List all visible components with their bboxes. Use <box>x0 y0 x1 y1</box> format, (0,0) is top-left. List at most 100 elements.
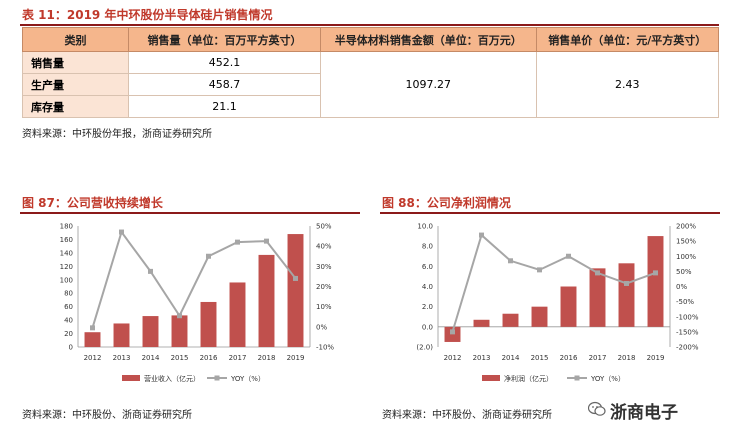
y2-tick-label: 0% <box>316 323 327 331</box>
bar <box>142 316 159 347</box>
unit-price-cell: 2.43 <box>535 51 720 118</box>
x-tick-label: 2015 <box>171 354 189 362</box>
y2-tick-label: 100% <box>676 253 696 261</box>
yoy-point <box>566 253 571 259</box>
x-tick-label: 2019 <box>287 354 305 362</box>
y2-tick-label: 150% <box>676 238 696 246</box>
chart-87-source: 资料来源：中环股份、浙商证券研究所 <box>22 410 192 421</box>
bar <box>258 254 275 347</box>
legend-line-marker <box>574 375 580 381</box>
row-value: 452.1 <box>128 51 321 74</box>
yoy-point <box>508 258 513 264</box>
y2-tick-label: 20% <box>316 283 332 291</box>
yoy-point <box>177 313 182 319</box>
row-label: 生产量 <box>22 73 129 96</box>
y-tick-label: 160 <box>60 236 73 244</box>
chart-87-title: 图 87：公司营收持续增长 <box>22 196 163 210</box>
x-tick-label: 2016 <box>560 354 578 362</box>
legend-bar-swatch <box>482 375 500 381</box>
sales-amount-cell: 1097.27 <box>320 51 537 118</box>
y2-tick-label: 10% <box>316 303 332 311</box>
chart-87-divider <box>20 212 360 214</box>
bar <box>560 286 577 327</box>
y-tick-label: 100 <box>60 276 73 284</box>
y2-tick-label: 200% <box>676 223 696 231</box>
yoy-point <box>119 229 124 235</box>
chart-88-divider <box>380 212 720 214</box>
bar <box>229 282 246 347</box>
bar <box>84 332 101 347</box>
y2-tick-label: -200% <box>676 344 699 352</box>
x-tick-label: 2018 <box>618 354 636 362</box>
y2-tick-label: 30% <box>316 263 332 271</box>
y-tick-label: 120 <box>60 263 73 271</box>
yoy-point <box>653 270 658 276</box>
x-tick-label: 2018 <box>258 354 276 362</box>
watermark: 浙商电子 <box>610 403 678 423</box>
yoy-line <box>451 233 656 333</box>
chart-88-source: 资料来源：中环股份、浙商证券研究所 <box>382 410 552 421</box>
bar <box>647 236 664 327</box>
y2-tick-label: -50% <box>676 298 694 306</box>
y2-tick-label: 0% <box>676 283 687 291</box>
y-tick-label: 8.0 <box>422 243 433 251</box>
bar <box>473 319 490 327</box>
table-title: 表 11：2019 年中环股份半导体硅片销售情况 <box>22 8 273 22</box>
header-category: 类别 <box>22 27 129 52</box>
yoy-point <box>264 238 269 244</box>
yoy-point <box>148 268 153 274</box>
x-tick-label: 2014 <box>502 354 520 362</box>
x-tick-label: 2013 <box>113 354 131 362</box>
bar <box>113 323 130 347</box>
yoy-point <box>235 239 240 245</box>
yoy-line <box>91 229 297 329</box>
bar <box>589 268 606 327</box>
row-value: 21.1 <box>128 95 321 118</box>
legend-line-label: YOY（%） <box>230 375 265 383</box>
yoy-point <box>624 280 629 286</box>
y2-tick-label: -10% <box>316 344 334 352</box>
chart-88-title: 图 88：公司净利润情况 <box>382 196 511 210</box>
header-sales-amount: 半导体材料销售金额（单位：百万元） <box>320 27 537 52</box>
y-tick-label: 0 <box>69 344 73 352</box>
legend-line-marker <box>214 375 220 381</box>
legend-bar-swatch <box>122 375 140 381</box>
y-tick-label: 80 <box>64 290 73 298</box>
y-tick-label: 2.0 <box>422 303 433 311</box>
sales-table: 类别 销售量（单位：百万平方英寸） 半导体材料销售金额（单位：百万元） 销售单价… <box>22 27 720 118</box>
y2-tick-label: 50% <box>316 223 332 231</box>
y-tick-label: 180 <box>60 223 73 231</box>
y2-tick-label: 50% <box>676 268 692 276</box>
row-value: 458.7 <box>128 73 321 96</box>
table-row: 销售量 452.1 1097.27 2.43 <box>22 51 720 118</box>
x-tick-label: 2014 <box>142 354 160 362</box>
yoy-point <box>293 275 298 281</box>
legend-bar-label: 营业收入（亿元） <box>144 374 200 383</box>
row-label: 库存量 <box>22 95 129 118</box>
revenue-chart: 0 20 40 60 80 100 120 140 160 180 -10% 0% 10% 20% 30% 4… <box>60 223 335 384</box>
x-tick-label: 2017 <box>229 354 247 362</box>
y-tick-label: 40 <box>64 317 73 325</box>
legend-line-label: YOY（%） <box>590 375 625 383</box>
header-sales-volume: 销售量（单位：百万平方英寸） <box>128 27 321 52</box>
y2-tick-label: 40% <box>316 243 332 251</box>
legend-bar-label: 净利润（亿元） <box>504 374 553 383</box>
yoy-point <box>450 329 455 335</box>
table-source: 资料来源：中环股份年报，浙商证券研究所 <box>22 129 212 140</box>
x-tick-label: 2017 <box>589 354 607 362</box>
y-tick-label: 60 <box>64 303 73 311</box>
x-tick-label: 2013 <box>473 354 491 362</box>
net-profit-chart: (2.0) 0.0 2.0 4.0 6.0 8.0 10.0 -200% -150% -100% -… <box>416 223 699 384</box>
x-tick-label: 2012 <box>84 354 102 362</box>
row-label: 销售量 <box>22 51 129 74</box>
yoy-point <box>595 270 600 276</box>
bar <box>200 301 217 347</box>
y2-tick-label: -150% <box>676 328 699 336</box>
yoy-point <box>206 253 211 259</box>
bar <box>531 306 548 327</box>
table-header-row: 类别 销售量（单位：百万平方英寸） 半导体材料销售金额（单位：百万元） 销售单价… <box>22 27 720 52</box>
y-tick-label: 20 <box>64 330 73 338</box>
y-tick-label: (2.0) <box>416 344 433 352</box>
yoy-point <box>90 325 95 331</box>
y-tick-label: 10.0 <box>417 223 433 231</box>
